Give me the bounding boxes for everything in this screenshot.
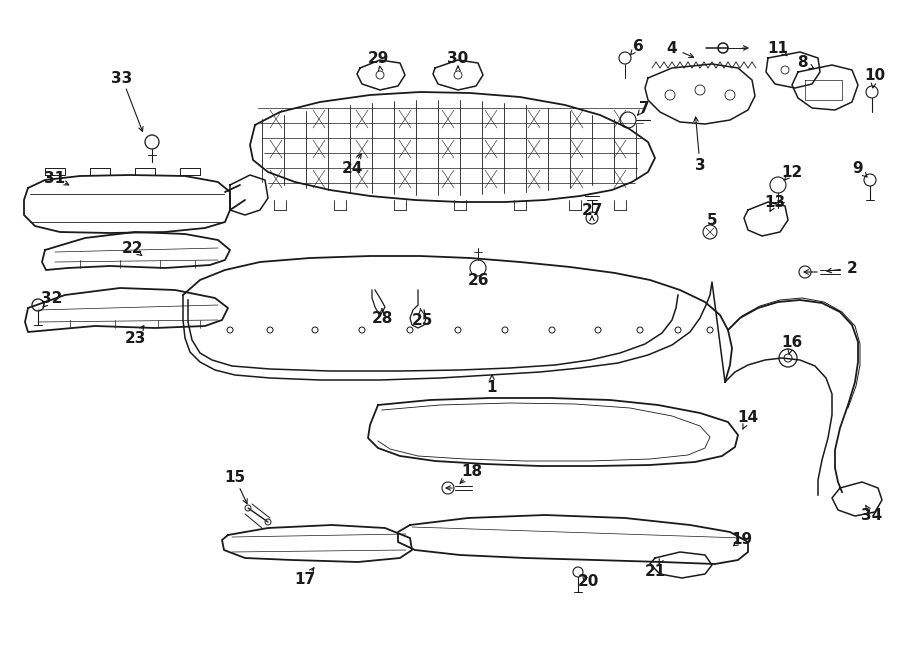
Text: 8: 8 [796, 54, 807, 70]
Text: 9: 9 [852, 160, 863, 175]
Text: 22: 22 [122, 240, 143, 256]
Text: 20: 20 [577, 575, 598, 589]
Text: 17: 17 [294, 573, 316, 587]
Text: 33: 33 [112, 70, 132, 85]
Text: 24: 24 [341, 160, 363, 175]
Text: 31: 31 [44, 171, 66, 185]
Text: 26: 26 [467, 273, 489, 287]
Text: 3: 3 [695, 158, 706, 173]
Text: 7: 7 [639, 101, 649, 115]
Text: 4: 4 [667, 40, 678, 56]
Text: 30: 30 [447, 50, 469, 66]
Text: 23: 23 [124, 330, 146, 346]
Text: 14: 14 [737, 410, 759, 426]
Text: 1: 1 [487, 381, 498, 395]
Text: 5: 5 [706, 213, 717, 228]
Text: 28: 28 [372, 310, 392, 326]
Text: 19: 19 [732, 532, 752, 547]
Text: 11: 11 [768, 40, 788, 56]
Text: 27: 27 [581, 203, 603, 218]
Text: 2: 2 [847, 261, 858, 275]
Text: 18: 18 [462, 465, 482, 479]
Text: 29: 29 [367, 50, 389, 66]
Text: 6: 6 [633, 38, 643, 54]
Text: 15: 15 [224, 471, 246, 485]
Text: 34: 34 [861, 508, 883, 522]
Text: 32: 32 [41, 291, 63, 305]
Text: 10: 10 [864, 68, 886, 83]
Text: 16: 16 [781, 334, 803, 350]
Text: 25: 25 [411, 312, 433, 328]
Text: 13: 13 [764, 195, 786, 209]
Text: 12: 12 [781, 164, 803, 179]
Text: 21: 21 [644, 565, 666, 579]
